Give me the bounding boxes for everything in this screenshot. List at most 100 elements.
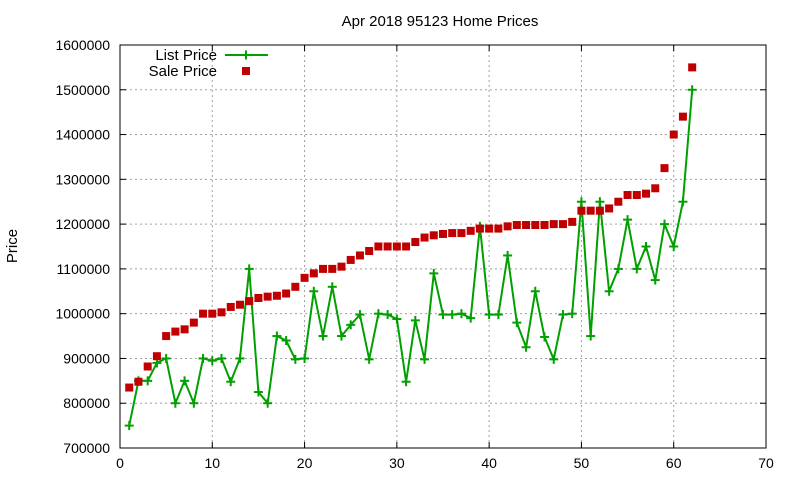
sale-price-point	[642, 189, 651, 198]
y-tick-label: 900000	[63, 350, 110, 366]
list-price-point	[309, 286, 319, 296]
plot-frame	[119, 44, 767, 449]
sale-price-point	[485, 224, 494, 233]
y-tick-label: 1300000	[55, 171, 110, 187]
list-price-point	[521, 342, 531, 352]
x-tick-label: 40	[481, 455, 497, 471]
sale-price-point	[282, 289, 291, 298]
list-price-point	[567, 309, 577, 319]
sale-price-point	[134, 377, 143, 386]
sale-price-point	[217, 308, 226, 317]
y-tick-labels: 700000 800000 900000 1000000 1100000 1200000 1…	[55, 37, 110, 456]
list-price-point	[613, 264, 623, 274]
x-tick-label: 70	[758, 455, 774, 471]
list-price-point	[576, 197, 586, 207]
list-price-point	[161, 353, 171, 363]
list-price-point	[346, 320, 356, 330]
list-price-point	[189, 398, 199, 408]
list-price-point	[420, 354, 430, 364]
y-tick-label: 700000	[63, 440, 110, 456]
list-price-point	[466, 313, 476, 323]
sale-price-point	[411, 238, 420, 247]
y-tick-label: 1200000	[55, 216, 110, 232]
sale-price-point	[623, 191, 632, 200]
x-tick-label: 20	[297, 455, 313, 471]
legend-label-list-price: List Price	[155, 47, 217, 64]
sale-price-point	[678, 112, 687, 121]
y-tick-label: 1000000	[55, 306, 110, 322]
list-price-point	[623, 215, 633, 225]
list-price-point	[456, 309, 466, 319]
sale-price-point	[420, 233, 429, 242]
list-price-point	[493, 310, 503, 320]
sale-price-point	[245, 297, 254, 306]
list-price-point	[281, 336, 291, 346]
list-price-point	[253, 387, 263, 397]
sale-price-point	[651, 184, 660, 193]
list-price-point	[180, 376, 190, 386]
list-price-point	[336, 331, 346, 341]
list-price-point	[438, 310, 448, 320]
y-tick-label: 1600000	[55, 37, 110, 53]
sale-price-point	[328, 264, 337, 273]
sale-price-point	[448, 229, 457, 238]
x-tick-label: 50	[574, 455, 590, 471]
sale-price-point	[512, 221, 521, 230]
y-tick-label: 800000	[63, 395, 110, 411]
sale-price-point	[540, 221, 549, 230]
sale-price-point	[152, 352, 161, 361]
list-price-point	[632, 264, 642, 274]
y-axis-label: Price	[4, 229, 21, 263]
list-price-point	[383, 310, 393, 320]
x-tick-label: 30	[389, 455, 405, 471]
series-sale-price	[125, 63, 697, 392]
sale-price-point	[226, 302, 235, 311]
sale-price-point	[614, 197, 623, 206]
list-price-point	[650, 275, 660, 285]
legend-marker-sale-price	[242, 67, 250, 75]
sale-price-point	[374, 242, 383, 251]
list-price-point	[207, 356, 217, 366]
list-price-point	[410, 315, 420, 325]
sale-price-point	[688, 63, 697, 72]
list-price-point	[530, 286, 540, 296]
list-price-point	[392, 314, 402, 324]
sale-price-point	[595, 206, 604, 215]
sale-price-point	[568, 217, 577, 226]
sale-price-point	[337, 262, 346, 271]
sale-price-point	[586, 206, 595, 215]
list-price-point	[235, 353, 245, 363]
sale-price-point	[605, 204, 614, 213]
list-price-point	[558, 310, 568, 320]
legend-marker-list-price	[241, 50, 251, 60]
sale-price-point	[660, 164, 669, 173]
sale-price-point	[208, 309, 217, 318]
sale-price-point	[522, 221, 531, 230]
sale-price-point	[125, 383, 134, 392]
sale-price-point	[254, 293, 263, 302]
x-tick-label: 0	[116, 455, 124, 471]
sale-price-point	[439, 229, 447, 238]
list-price-point	[143, 376, 153, 386]
list-price-point	[429, 268, 439, 278]
list-price-point	[678, 197, 688, 207]
sale-price-point	[199, 309, 208, 318]
chart-title: Apr 2018 95123 Home Prices	[342, 13, 539, 30]
sale-price-point	[503, 222, 512, 231]
y-tick-label: 1500000	[55, 82, 110, 98]
series	[124, 63, 697, 431]
list-price-point	[669, 242, 679, 251]
sale-price-point	[365, 246, 374, 255]
y-tick-label: 1400000	[55, 127, 110, 143]
sale-price-point	[291, 282, 300, 291]
sale-price-point	[494, 224, 503, 233]
grid	[120, 45, 766, 448]
sale-price-point	[355, 251, 364, 260]
legend: List Price Sale Price	[149, 47, 268, 80]
sale-price-point	[558, 220, 567, 229]
sale-price-point	[143, 362, 152, 371]
list-price-point	[641, 242, 651, 251]
list-price-point	[586, 331, 596, 341]
list-price-point	[226, 377, 236, 387]
